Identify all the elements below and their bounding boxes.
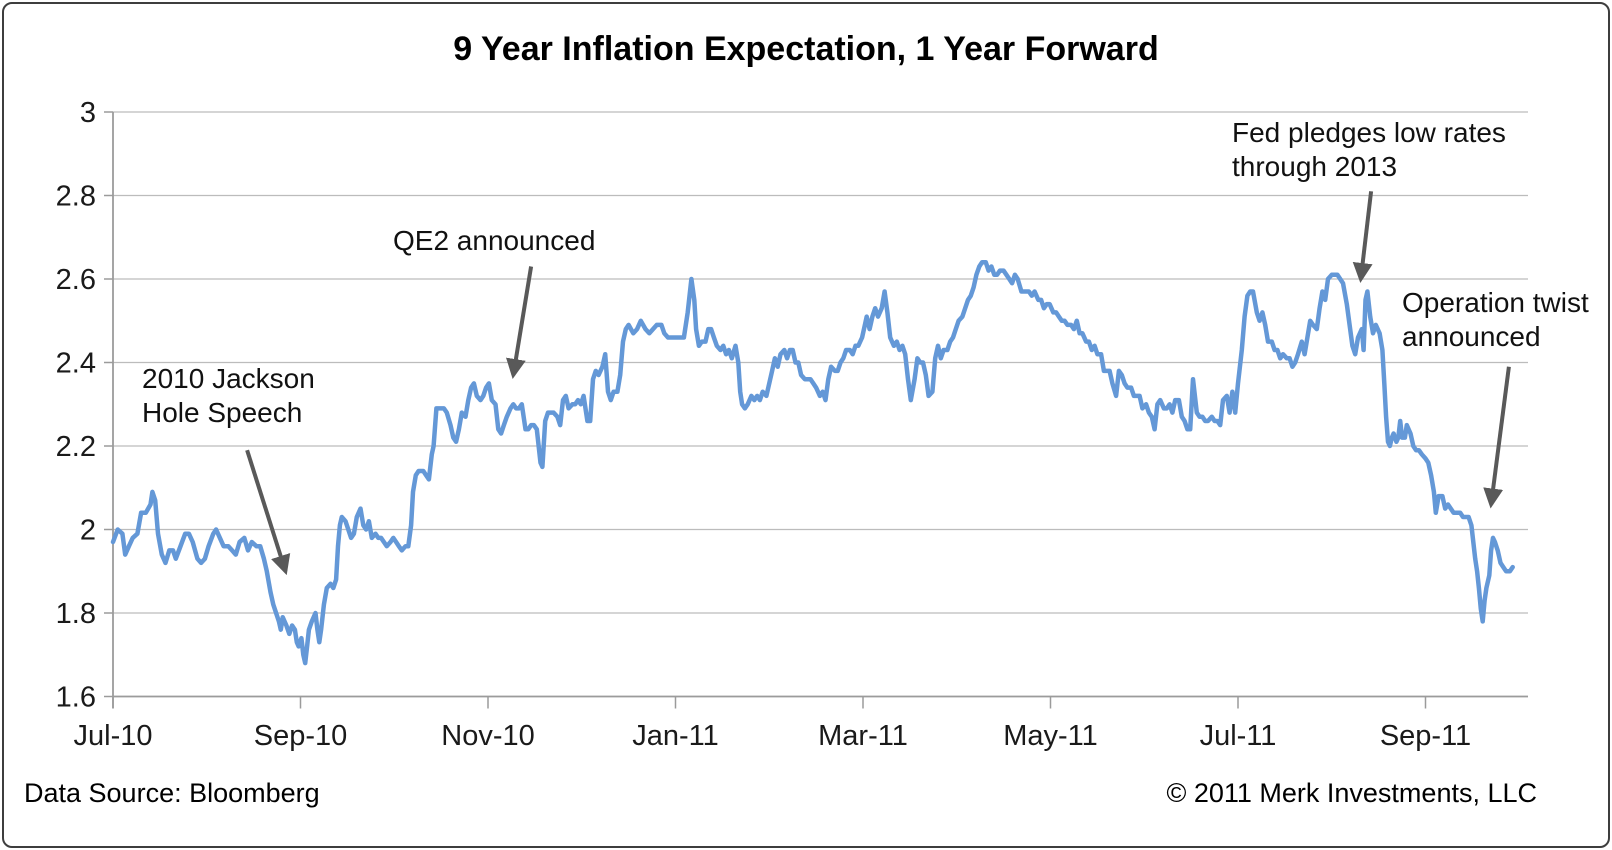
annotation-jackson-hole: 2010 Jackson Hole Speech xyxy=(142,362,315,430)
y-tick-label: 2.4 xyxy=(56,348,96,380)
inflation-expectation-line xyxy=(110,260,1515,666)
annotation-arrow-jackson-hole xyxy=(245,449,291,576)
y-tick-label: 2.8 xyxy=(56,181,96,213)
annotation-arrow-fed-pledge xyxy=(1352,191,1374,283)
chart-title: 9 Year Inflation Expectation, 1 Year For… xyxy=(453,30,1159,68)
y-tick-label: 1.8 xyxy=(56,598,96,630)
x-tick-label: May-11 xyxy=(1003,720,1098,752)
annotation-text: Hole Speech xyxy=(142,397,303,428)
y-tick-label: 1.6 xyxy=(56,682,96,714)
gridlines xyxy=(113,111,1528,698)
annotation-text: announced xyxy=(1402,321,1541,352)
annotation-text: Fed pledges low rates xyxy=(1232,117,1506,148)
x-tick-label: Jul-10 xyxy=(74,720,153,752)
annotation-text: Operation twist xyxy=(1402,287,1589,318)
x-tick-label: Jul-11 xyxy=(1200,720,1277,752)
x-tick-label: Sep-11 xyxy=(1380,720,1471,752)
x-tick-label: Nov-10 xyxy=(441,720,535,752)
annotation-arrow-qe2 xyxy=(506,266,534,379)
copyright-label: © 2011 Merk Investments, LLC xyxy=(1166,778,1537,808)
annotation-qe2: QE2 announced xyxy=(393,224,595,258)
y-tick-label: 3 xyxy=(80,97,96,129)
annotation-arrows xyxy=(245,191,1511,576)
y-tick-label: 2.2 xyxy=(56,431,96,463)
annotation-operation-twist: Operation twist announced xyxy=(1402,286,1589,354)
annotation-arrow-operation-twist xyxy=(1483,366,1511,509)
x-tick-label: Jan-11 xyxy=(632,720,719,752)
y-tick-label: 2.6 xyxy=(56,264,96,296)
annotation-text: through 2013 xyxy=(1232,151,1398,182)
annotation-fed-pledge: Fed pledges low rates through 2013 xyxy=(1232,116,1506,184)
annotation-text: QE2 announced xyxy=(393,225,596,256)
x-tick-label: Mar-11 xyxy=(818,720,908,752)
axis-tick-labels: 3 2.8 2.6 2.4 2.2 2 1.8 1.6 Jul-10 Sep-10 Nov-10 Ja… xyxy=(56,97,1472,752)
axes xyxy=(104,111,1528,709)
data-source-label: Data Source: Bloomberg xyxy=(24,778,320,808)
x-tick-label: Sep-10 xyxy=(254,720,348,752)
annotation-text: 2010 Jackson xyxy=(142,363,315,394)
y-tick-label: 2 xyxy=(80,515,96,547)
